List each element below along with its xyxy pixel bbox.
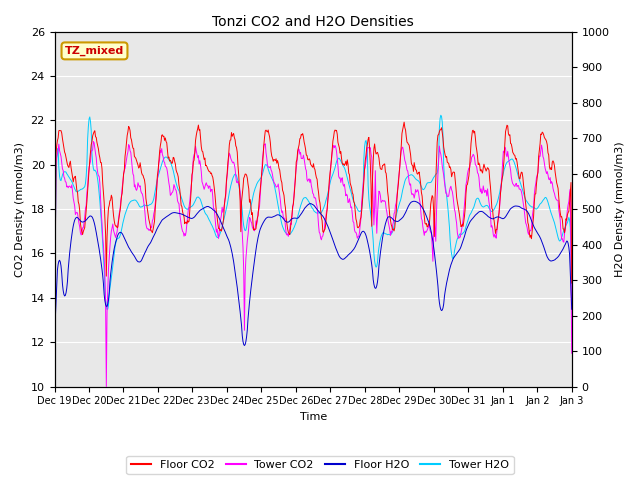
Y-axis label: CO2 Density (mmol/m3): CO2 Density (mmol/m3)	[15, 142, 25, 276]
X-axis label: Time: Time	[300, 412, 327, 422]
Y-axis label: H2O Density (mmol/m3): H2O Density (mmol/m3)	[615, 141, 625, 277]
Legend: Floor CO2, Tower CO2, Floor H2O, Tower H2O: Floor CO2, Tower CO2, Floor H2O, Tower H…	[126, 456, 514, 474]
Text: TZ_mixed: TZ_mixed	[65, 46, 124, 56]
Title: Tonzi CO2 and H2O Densities: Tonzi CO2 and H2O Densities	[212, 15, 414, 29]
